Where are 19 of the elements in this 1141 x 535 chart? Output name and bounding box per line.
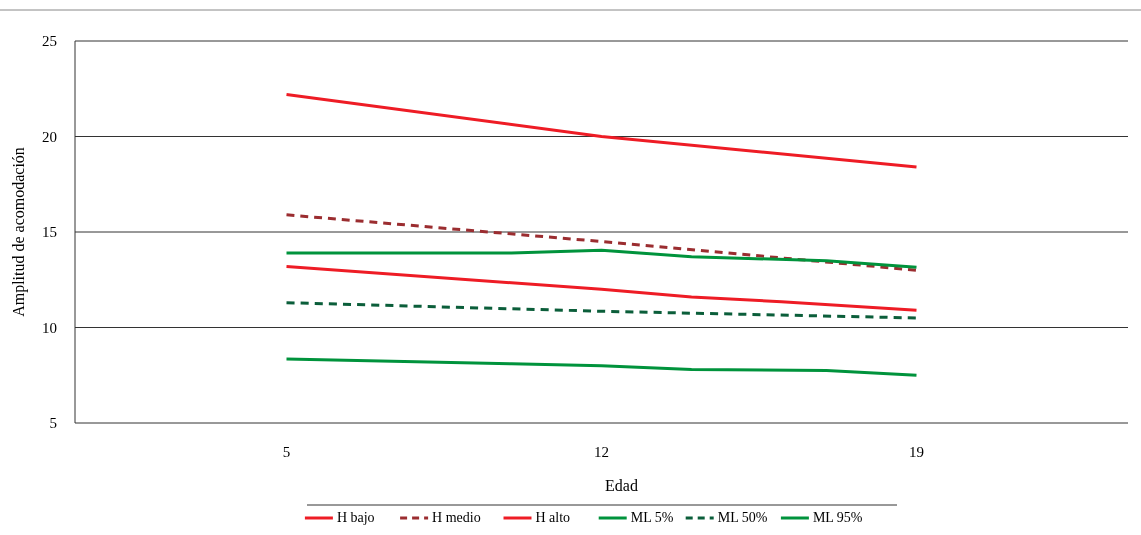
legend-label: ML 5% <box>630 510 674 525</box>
legend-label: H alto <box>535 510 571 525</box>
x-axis-title: Edad <box>605 477 638 494</box>
line-series <box>285 248 918 269</box>
legend-label: ML 50% <box>717 510 768 525</box>
y-tick-label: 15 <box>42 224 57 241</box>
legend-label: ML 95% <box>812 510 863 525</box>
line-series <box>285 264 918 312</box>
x-tick-label: 5 <box>282 444 291 460</box>
x-tick-label: 19 <box>909 444 924 460</box>
y-tick-label: 10 <box>42 319 57 336</box>
y-tick-label: 25 <box>42 33 57 50</box>
legend-label: H bajo <box>336 510 375 525</box>
y-tick-label: 20 <box>42 128 57 145</box>
y-tick-label: 5 <box>49 415 57 432</box>
line-series <box>285 357 918 377</box>
legend-label: H medio <box>432 510 481 525</box>
y-axis-title: Amplitud de acomodación <box>10 147 28 317</box>
x-tick-label: 12 <box>594 444 609 460</box>
